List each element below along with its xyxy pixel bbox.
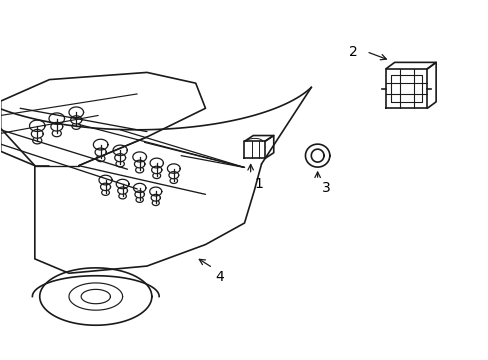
Text: 4: 4 — [215, 270, 224, 284]
Text: 1: 1 — [254, 177, 263, 191]
Text: 3: 3 — [321, 181, 329, 195]
Text: 2: 2 — [348, 45, 357, 59]
